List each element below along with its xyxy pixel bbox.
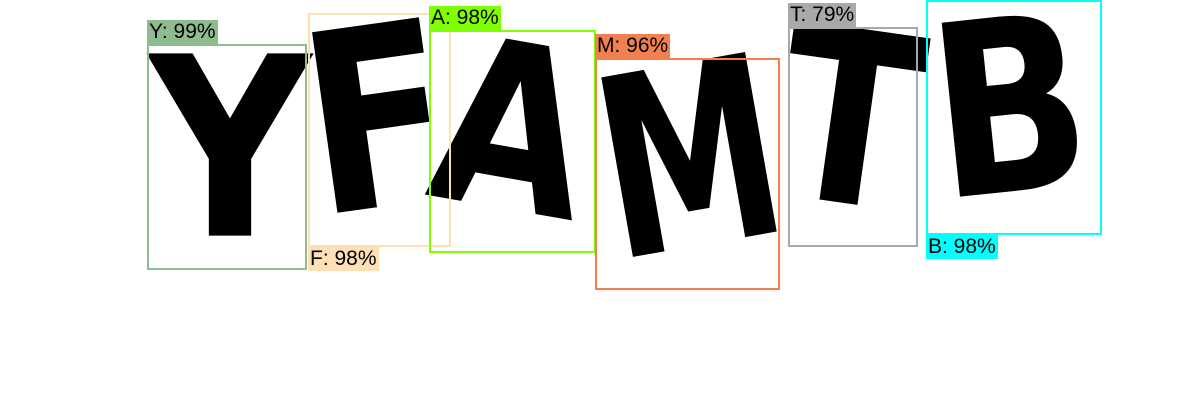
detection-label-m: M: 96% (595, 34, 671, 58)
detection-label-f: F: 98% (308, 247, 379, 271)
detection-box-a (429, 30, 596, 253)
detection-box-t (788, 27, 918, 247)
captcha-glyph-b: B (918, 0, 1102, 255)
detection-box-b (926, 0, 1102, 235)
detection-label-b: B: 98% (926, 235, 998, 259)
detection-label-a: A: 98% (429, 6, 501, 30)
detection-box-m (595, 58, 780, 290)
detection-label-t: T: 79% (788, 3, 857, 27)
detection-box-y (147, 44, 307, 270)
captcha-glyph-y: Y (146, 4, 314, 295)
detection-label-y: Y: 99% (147, 20, 218, 44)
detection-box-f (308, 13, 451, 247)
